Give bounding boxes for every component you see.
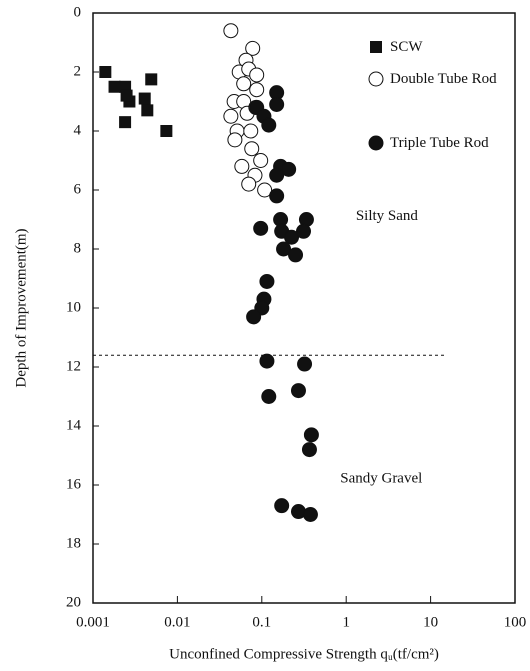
point	[223, 108, 239, 124]
point	[234, 158, 250, 174]
x-tick-label: 1	[342, 614, 350, 630]
point	[227, 132, 243, 148]
annotation: Silty Sand	[356, 208, 419, 224]
point	[253, 153, 269, 168]
x-tick-label: 100	[504, 614, 527, 630]
point	[245, 40, 261, 56]
point	[119, 116, 132, 129]
x-axis-title: Unconfined Compressive Strength qᵤ(tf/cm…	[169, 646, 439, 662]
point	[236, 76, 252, 92]
point	[269, 188, 285, 204]
point	[241, 176, 257, 192]
y-tick-label: 16	[66, 476, 82, 492]
y-tick-label: 10	[66, 299, 81, 315]
y-tick-label: 12	[66, 358, 81, 374]
point	[297, 356, 313, 372]
point	[259, 273, 275, 289]
point	[99, 66, 112, 78]
y-tick-label: 20	[66, 594, 81, 610]
legend-label: Double Tube Rod	[390, 71, 497, 87]
y-tick-label: 4	[74, 122, 82, 138]
point	[253, 220, 269, 236]
point	[302, 507, 318, 522]
point	[276, 241, 292, 257]
point	[281, 161, 297, 177]
y-tick-label: 0	[74, 4, 82, 20]
x-tick-label: 10	[423, 614, 438, 630]
legend-marker	[370, 41, 382, 53]
point	[284, 229, 300, 245]
point	[303, 427, 319, 443]
point	[249, 67, 265, 83]
point	[108, 80, 121, 93]
point	[246, 309, 262, 325]
y-tick-label: 6	[74, 181, 82, 197]
point	[243, 123, 259, 139]
legend-marker	[368, 71, 384, 87]
point	[269, 96, 285, 112]
point	[296, 223, 312, 239]
x-tick-label: 0.001	[76, 614, 110, 630]
point	[120, 89, 133, 102]
point	[288, 247, 304, 263]
point	[259, 353, 275, 369]
point	[138, 92, 151, 105]
legend-marker	[368, 135, 384, 151]
y-tick-label: 2	[74, 63, 82, 79]
point	[244, 141, 260, 157]
point	[257, 182, 273, 198]
point	[223, 23, 239, 39]
point	[301, 442, 317, 458]
point	[249, 82, 265, 98]
x-tick-label: 0.1	[252, 614, 271, 630]
point	[261, 389, 277, 404]
point	[141, 104, 154, 117]
point	[145, 73, 158, 86]
legend-label: Triple Tube Rod	[390, 135, 489, 151]
point	[261, 117, 277, 133]
y-tick-label: 18	[66, 535, 81, 551]
y-axis-title: Depth of Improvement(m)	[13, 228, 29, 387]
legend-label: SCW	[390, 39, 423, 55]
point	[160, 125, 173, 137]
y-tick-label: 8	[74, 240, 82, 256]
annotation: Sandy Gravel	[340, 471, 422, 487]
point	[290, 383, 306, 399]
x-tick-label: 0.01	[164, 614, 190, 630]
point	[274, 498, 290, 514]
point	[269, 167, 285, 183]
y-tick-label: 14	[66, 417, 82, 433]
